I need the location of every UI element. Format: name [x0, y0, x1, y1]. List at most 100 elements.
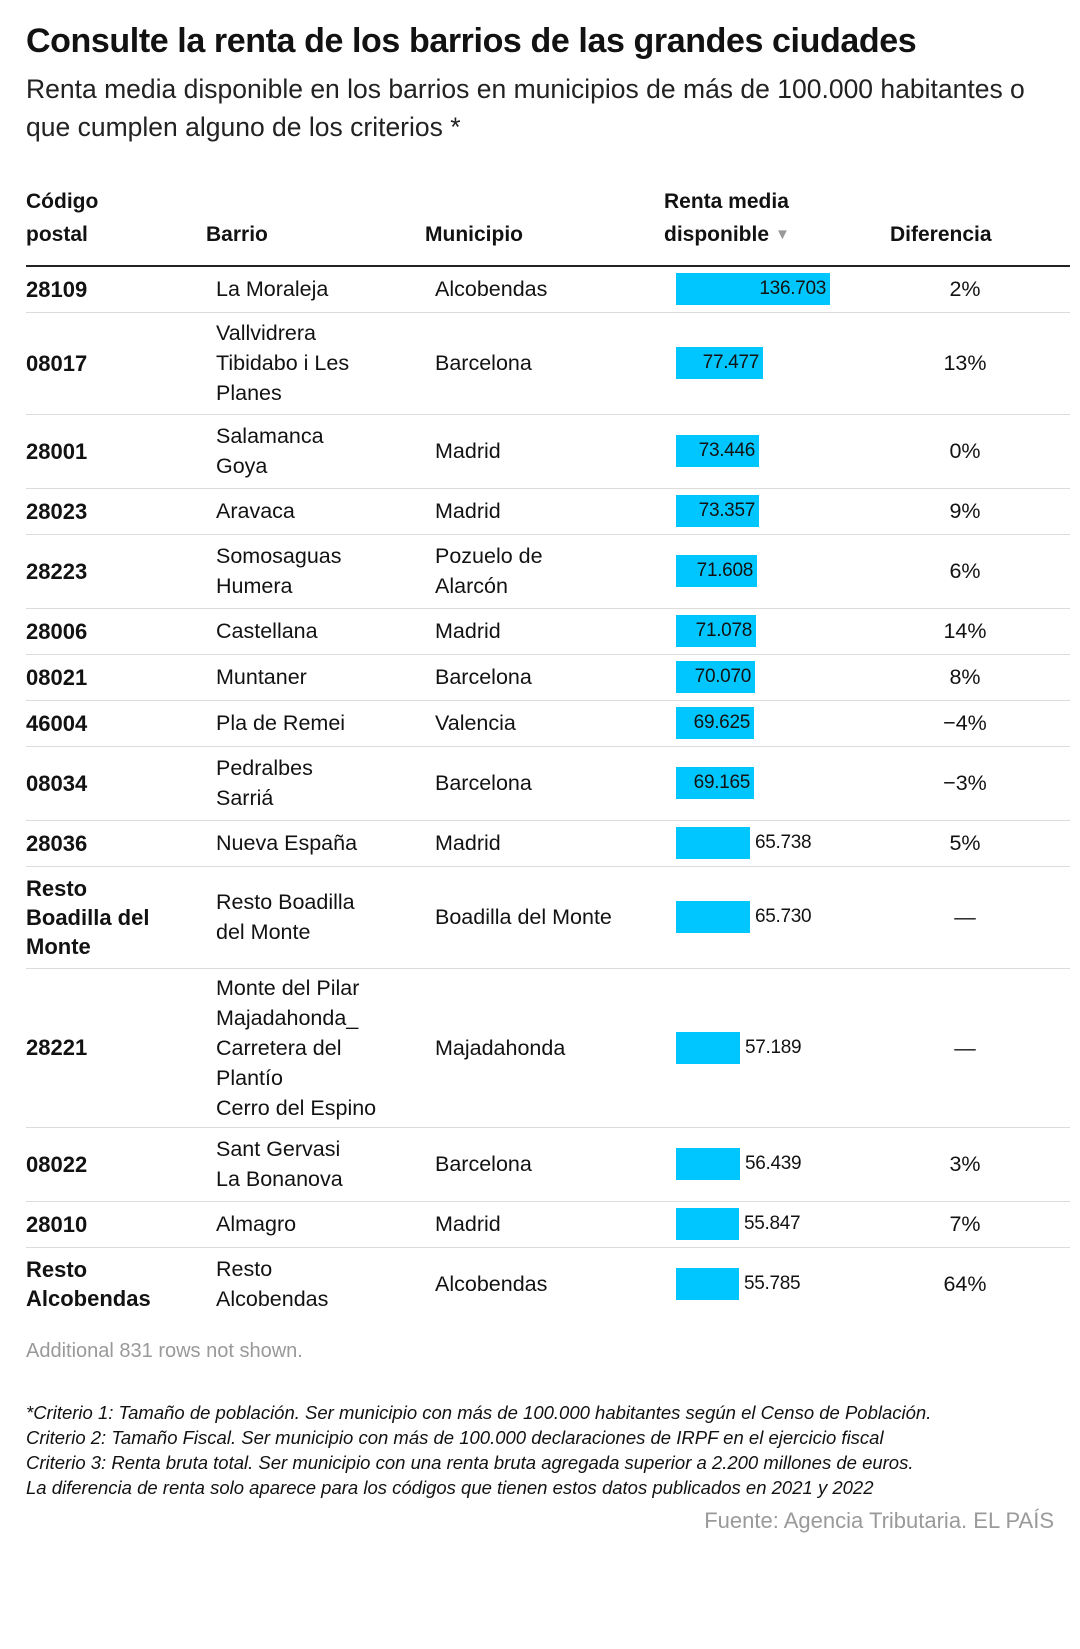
- renta-bar-wrap: 56.439: [676, 1148, 802, 1180]
- barrio-cell-line: Nueva España: [216, 831, 358, 855]
- diferencia-cell: 0%: [949, 439, 981, 463]
- municipio-cell-line: Valencia: [435, 711, 516, 735]
- barrio-cell-lines: Monte del Pilar Majadahonda_ Carretera del…: [216, 973, 376, 1123]
- codigo-postal-cell: 28221: [26, 968, 206, 1127]
- renta-bar: 70.070: [676, 661, 755, 693]
- municipio-cell: Madrid: [435, 414, 665, 488]
- codigo-postal-cell: 08022: [26, 1127, 206, 1201]
- codigo-postal-cell-line: Boadilla del: [26, 904, 150, 930]
- header-renta-line2-text: disponible: [664, 223, 769, 246]
- renta-value-label: 73.446: [698, 440, 756, 461]
- renta-cell: 55.847: [676, 1201, 876, 1247]
- municipio-cell-lines: Valencia: [435, 708, 516, 738]
- municipio-cell: Madrid: [435, 820, 665, 866]
- municipio-cell-line: Madrid: [435, 831, 501, 855]
- barrio-cell: Muntaner: [216, 654, 431, 700]
- renta-cell: 57.189: [676, 968, 876, 1127]
- codigo-postal-cell-line: 08034: [26, 770, 88, 796]
- codigo-postal-cell-lines: 08022: [26, 1150, 87, 1179]
- diferencia-cell: 8%: [949, 665, 981, 689]
- barrio-cell: Somosaguas Humera: [216, 534, 431, 608]
- renta-cell: 70.070: [676, 654, 876, 700]
- header-barrio[interactable]: Barrio: [206, 223, 268, 246]
- barrio-cell-line: Muntaner: [216, 665, 307, 689]
- municipio-cell-line: Boadilla del Monte: [435, 905, 612, 929]
- barrio-cell-line: Tibidabo i Les: [216, 351, 350, 375]
- header-municipio[interactable]: Municipio: [425, 223, 523, 246]
- diferencia-cell: 13%: [943, 351, 987, 375]
- renta-value-label: 55.785: [744, 1273, 801, 1294]
- renta-bar-wrap: 65.730: [676, 901, 812, 933]
- barrio-cell-line: Monte del Pilar: [216, 975, 360, 1000]
- municipio-cell: Valencia: [435, 700, 665, 746]
- codigo-postal-cell: 28036: [26, 820, 206, 866]
- municipio-cell-line: Majadahonda: [435, 1035, 566, 1060]
- renta-cell: 55.785: [676, 1247, 876, 1321]
- codigo-postal-cell-line: 28036: [26, 830, 88, 856]
- chart-subtitle: Renta media disponible en los barrios en…: [26, 74, 1025, 142]
- renta-value-label: 71.608: [696, 560, 754, 581]
- renta-bar-wrap: 73.446: [676, 435, 759, 467]
- codigo-postal-cell-lines: Resto Boadilla del Monte: [26, 874, 149, 961]
- header-renta-line2: disponible ▼: [664, 218, 790, 251]
- municipio-cell-lines: Pozuelo de Alarcón: [435, 541, 543, 601]
- renta-cell: 69.165: [676, 746, 876, 820]
- footnote-diferencia: La diferencia de renta solo aparece para…: [26, 1477, 874, 1498]
- barrio-cell-line: Pedralbes: [216, 756, 313, 780]
- renta-bar: [676, 827, 750, 859]
- barrio-cell-line: La Bonanova: [216, 1167, 343, 1191]
- renta-bar: [676, 901, 750, 933]
- codigo-postal-cell: 08017: [26, 312, 206, 414]
- municipio-cell-lines: Madrid: [435, 1209, 501, 1239]
- footnote-criterio-1: *Criterio 1: Tamaño de población. Ser mu…: [26, 1402, 932, 1423]
- renta-value-label: 57.189: [745, 1036, 802, 1058]
- barrio-cell: Resto Boadilla del Monte: [216, 866, 431, 968]
- barrio-cell-line: del Monte: [216, 920, 311, 944]
- header-renta-media[interactable]: Renta media disponible ▼: [664, 185, 790, 251]
- codigo-postal-cell-lines: Resto Alcobendas: [26, 1255, 151, 1313]
- table-row: 08017 Vallvidrera Tibidabo i Les Planes Barc…: [26, 312, 1070, 415]
- rows-not-shown-note: Additional 831 rows not shown.: [26, 1340, 303, 1362]
- chart-title: Consulte la renta de los barrios de las …: [26, 22, 917, 60]
- codigo-postal-cell: 46004: [26, 700, 206, 746]
- codigo-postal-cell: 08034: [26, 746, 206, 820]
- codigo-postal-cell-line: 28010: [26, 1211, 88, 1237]
- codigo-postal-cell-lines: 28023: [26, 497, 87, 526]
- barrio-cell-line: Sarriá: [216, 786, 274, 810]
- barrio-cell-lines: Pla de Remei: [216, 708, 345, 738]
- barrio-cell-lines: Castellana: [216, 616, 318, 646]
- table-row: 28006 Castellana Madrid 71.078 14%: [26, 608, 1070, 655]
- codigo-postal-cell: 28023: [26, 488, 206, 534]
- header-renta-line1: Renta media: [664, 190, 789, 213]
- barrio-cell-line: Almagro: [216, 1212, 297, 1236]
- barrio-cell: Salamanca Goya: [216, 414, 431, 488]
- renta-bar: 71.078: [676, 615, 756, 647]
- renta-bar: 77.477: [676, 347, 763, 379]
- renta-value-label: 73.357: [698, 500, 756, 521]
- codigo-postal-cell-line: Resto: [26, 1257, 88, 1282]
- codigo-postal-cell-lines: 28001: [26, 437, 87, 466]
- renta-cell: 69.625: [676, 700, 876, 746]
- municipio-cell-lines: Madrid: [435, 828, 501, 858]
- header-codigo-line1: Código: [26, 190, 99, 213]
- codigo-postal-cell-line: 28006: [26, 618, 88, 644]
- municipio-cell-line: Madrid: [435, 1212, 501, 1236]
- header-diferencia[interactable]: Diferencia: [890, 223, 992, 246]
- barrio-cell-line: La Moraleja: [216, 277, 329, 301]
- codigo-postal-cell-line: 28221: [26, 1035, 88, 1060]
- codigo-postal-cell-line: 28223: [26, 558, 88, 584]
- barrio-cell-line: Cerro del Espino: [216, 1095, 377, 1120]
- codigo-postal-cell-lines: 28006: [26, 617, 87, 646]
- municipio-cell-lines: Alcobendas: [435, 1269, 547, 1299]
- renta-value-label: 65.730: [755, 906, 812, 927]
- codigo-postal-cell-lines: 28109: [26, 275, 87, 304]
- municipio-cell: Madrid: [435, 488, 665, 534]
- barrio-cell-line: Majadahonda_: [216, 1005, 359, 1030]
- header-codigo-postal[interactable]: Código postal: [26, 185, 98, 251]
- renta-cell: 73.446: [676, 414, 876, 488]
- barrio-cell-line: Somosaguas: [216, 544, 342, 568]
- renta-bar-wrap: 71.608: [676, 555, 757, 587]
- barrio-cell-line: Sant Gervasi: [216, 1137, 341, 1161]
- renta-bar: 73.357: [676, 495, 759, 527]
- table-row: 28036 Nueva España Madrid 65.738 5%: [26, 820, 1070, 867]
